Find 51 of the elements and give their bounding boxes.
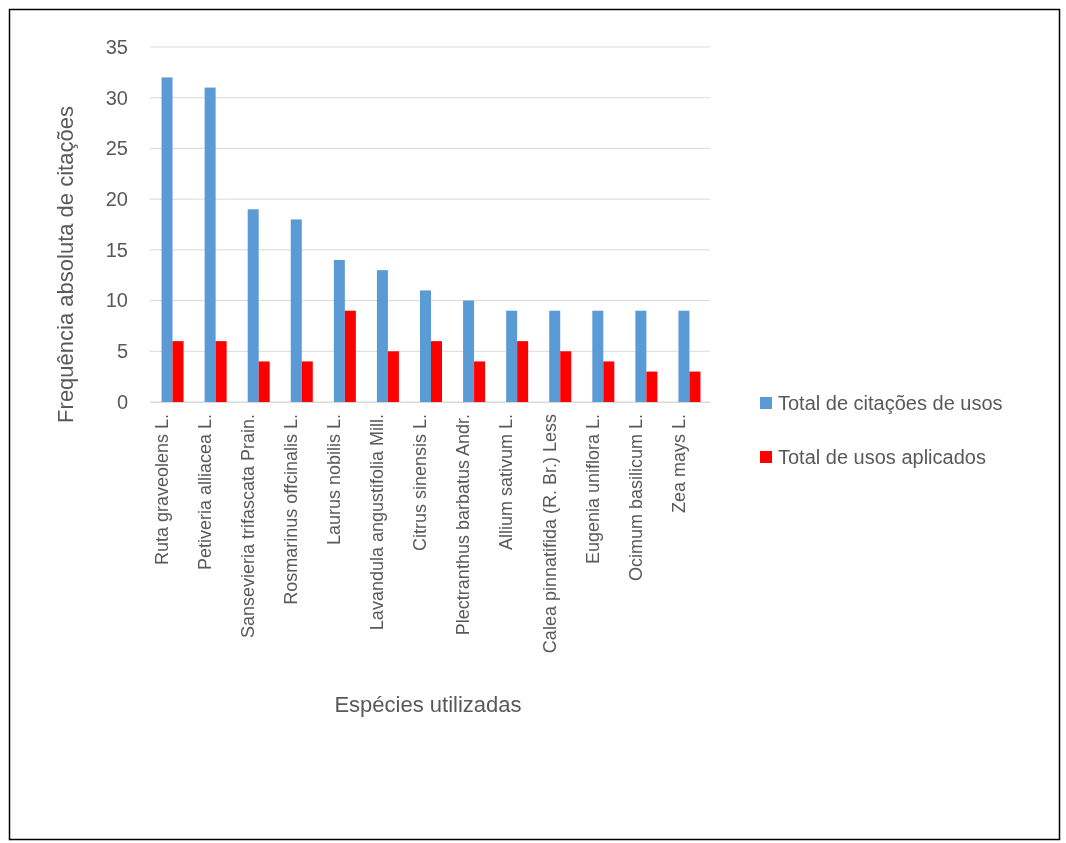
bar (333, 260, 345, 402)
bar (517, 341, 529, 402)
x-tick-label: Allium sativum L. (496, 414, 517, 551)
legend-label: Total de citações de usos (778, 392, 1003, 414)
bar (506, 310, 518, 402)
y-tick-label: 10 (105, 289, 128, 312)
bar (301, 361, 313, 402)
bar (258, 361, 270, 402)
bar (635, 310, 647, 402)
y-tick-label: 15 (105, 238, 128, 261)
bar (689, 371, 701, 402)
x-tick-label: Ocimum basilicum L. (625, 414, 646, 582)
bar (215, 341, 227, 402)
y-tick-label: 25 (105, 137, 128, 160)
x-tick-label: Ruta graveolens L. (151, 414, 172, 566)
x-tick-label: Citrus sinensis L. (410, 414, 431, 552)
x-tick-label: Calea pinnatifida (R. Br.) Less (539, 414, 560, 654)
bar (678, 310, 690, 402)
bar (172, 341, 184, 402)
bar (463, 300, 475, 402)
bar (420, 290, 431, 402)
y-tick-label: 0 (116, 390, 128, 413)
y-tick-label: 20 (105, 188, 128, 211)
bar (344, 310, 356, 402)
bar (376, 270, 388, 402)
bar (161, 77, 173, 402)
bar (290, 219, 302, 402)
x-tick-label: Plectranthus barbatus Andr. (453, 414, 474, 636)
x-tick-label: Petiveria alliacea L. (194, 414, 215, 571)
x-tick-label: Zea mays L. (668, 414, 689, 514)
x-tick-label: Sansevieria trifascata Prain. (237, 414, 258, 639)
y-tick-label: 5 (116, 340, 128, 363)
x-tick-label: Eugenia uniflora L. (582, 414, 603, 565)
bar (646, 371, 658, 402)
bar (560, 351, 572, 402)
x-tick-label: Lavandula angustifolia Mill. (367, 414, 388, 631)
x-axis-title: Espécies utilizadas (334, 692, 522, 717)
bar (204, 87, 216, 402)
bar (431, 341, 442, 402)
bar (549, 310, 561, 402)
y-tick-label: 30 (105, 86, 128, 109)
y-axis-title: Frequência absoluta de citações (53, 106, 78, 423)
x-tick-label: Rosmarinus offcinalis L. (281, 414, 302, 605)
bar (387, 351, 399, 402)
y-tick-label: 35 (105, 35, 128, 58)
bar (474, 361, 486, 402)
bar (592, 310, 604, 402)
x-tick-label: Laurus nobilis L. (324, 414, 345, 546)
legend-label: Total de usos aplicados (778, 446, 986, 468)
bar (247, 209, 259, 402)
bar (603, 361, 615, 402)
